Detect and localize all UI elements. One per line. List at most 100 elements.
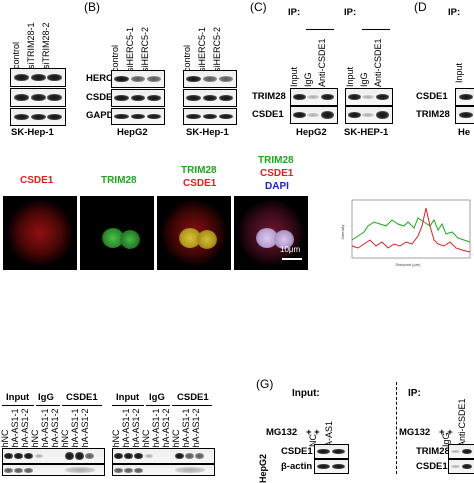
- lane-label: siHERC5-2: [140, 26, 150, 72]
- header-bracket: [62, 405, 102, 406]
- cell-line-label: HepG2: [117, 127, 148, 138]
- header-bracket: [2, 405, 34, 406]
- lane-label: shA-AS1-1: [151, 408, 161, 452]
- blot-strip: [183, 70, 237, 88]
- lane-label: Anti-CSDE1: [317, 38, 327, 87]
- row-label: HERC5: [86, 73, 119, 84]
- intensity-profile-svg: Distance (μm) Intensity: [340, 199, 471, 267]
- blot-strip: [314, 459, 349, 474]
- lane-label: Anti-CSDE1: [373, 38, 383, 87]
- header-csde1: CSDE1: [177, 392, 209, 403]
- header-bracket: [172, 405, 212, 406]
- panel-letter: (G): [256, 377, 274, 391]
- merge-dapi-red: CSDE1: [260, 168, 294, 179]
- blot-strip: [10, 68, 66, 87]
- ip-heading: IP:: [408, 388, 421, 399]
- lane-label: siTRIM28-2: [41, 22, 51, 69]
- header-csde1: CSDE1: [66, 392, 98, 403]
- lane-label: shA-AS1-1: [10, 408, 20, 452]
- panel-letter: (C): [250, 0, 267, 14]
- ip-label: IP:: [448, 7, 461, 18]
- plot-xlabel: Distance (μm): [396, 262, 422, 267]
- mg132-signs: + +: [439, 427, 453, 438]
- micrograph-trim28: [80, 196, 154, 270]
- intensity-profile-plot: Distance (μm) Intensity: [338, 196, 472, 268]
- lane-label: shA-AS1-1: [70, 408, 80, 452]
- blot-strip: [112, 464, 215, 476]
- micrograph-merge-dapi: 10μm: [234, 196, 308, 270]
- row-label: CSDE1: [416, 91, 448, 102]
- blot-strip: [183, 89, 237, 107]
- blot-strip: [345, 88, 393, 106]
- blot-strip: [314, 444, 349, 459]
- lane-label: shA-AS1-1: [181, 408, 191, 452]
- row-label: GAPDH: [86, 110, 121, 121]
- panel-letter: (D: [414, 0, 427, 14]
- lane-label: Input: [345, 66, 355, 87]
- blot-strip: [448, 444, 474, 459]
- lane-label: IgG: [359, 72, 369, 87]
- blot-strip: [290, 106, 338, 124]
- mg132-signs: + +: [306, 427, 320, 438]
- cell-line-label: HepG2: [296, 127, 327, 138]
- blot-strip: [345, 106, 393, 124]
- header-bracket: [146, 405, 170, 406]
- row-label: CSDE1: [416, 461, 448, 472]
- blot-strip: [455, 106, 474, 124]
- merge-title-red: CSDE1: [183, 178, 217, 189]
- micrograph-csde1: [3, 196, 77, 270]
- cell-line-label: HepG2: [258, 453, 268, 483]
- lane-label: control: [110, 44, 120, 72]
- merge-title-green: TRIM28: [181, 165, 217, 176]
- blot-strip: [183, 108, 237, 125]
- lane-label: shA-AS1-2: [80, 408, 90, 452]
- row-label: CSDE1: [281, 446, 313, 457]
- lane-label: siHERC5-1: [197, 26, 207, 72]
- scale-bar: [282, 258, 302, 260]
- header-bracket: [36, 405, 60, 406]
- micrograph-merge: [157, 196, 231, 270]
- lane-label: shA-AS1-1: [40, 408, 50, 452]
- channel-title-red: CSDE1: [20, 175, 54, 186]
- lane-label: control: [182, 44, 192, 72]
- row-label: CSDE1: [252, 109, 284, 120]
- blot-strip: [10, 108, 66, 126]
- plot-ylabel: Intensity: [340, 225, 345, 240]
- lane-label: shA-AS1-2: [20, 408, 30, 452]
- lane-label: shA-AS1-2: [191, 408, 201, 452]
- lane-label: siHERC5-2: [212, 26, 222, 72]
- ip-bracket: [362, 29, 390, 30]
- channel-title-green: TRIM28: [101, 175, 137, 186]
- ip-label: IP:: [344, 7, 357, 18]
- header-bracket: [112, 405, 144, 406]
- cell-line-label: SK-HEP-1: [344, 127, 389, 138]
- lane-label: Anti-CSDE1: [457, 398, 467, 447]
- merge-dapi-blue: DAPI: [265, 181, 289, 192]
- panel-letter: (B): [84, 0, 100, 14]
- header-igg: IgG: [149, 392, 165, 403]
- header-input: Input: [116, 392, 140, 403]
- input-heading: Input:: [292, 388, 320, 399]
- lane-label: Input: [289, 66, 299, 87]
- row-label: TRIM28: [416, 109, 450, 120]
- lane-label: Input: [454, 62, 464, 83]
- lane-label: control: [11, 41, 21, 69]
- lane-label: shA-AS1-2: [50, 408, 60, 452]
- row-label: CSDE1: [86, 92, 118, 103]
- panel-divider: [396, 382, 397, 474]
- lane-label: siTRIM28-1: [26, 22, 36, 69]
- row-label: TRIM28: [416, 446, 450, 457]
- lane-label: IgG: [303, 72, 313, 87]
- blot-strip: [2, 448, 105, 464]
- mg132-label: MG132: [399, 427, 431, 438]
- header-igg: IgG: [38, 392, 54, 403]
- merge-dapi-green: TRIM28: [258, 155, 294, 166]
- blot-strip: [111, 108, 165, 125]
- header-input: Input: [6, 392, 30, 403]
- cell-line-label: He: [458, 127, 471, 138]
- blot-strip: [290, 88, 338, 106]
- blot-strip: [111, 89, 165, 107]
- mg132-label: MG132: [266, 427, 298, 438]
- lane-label: shA-AS1-1: [121, 408, 131, 452]
- row-label: TRIM28: [252, 91, 286, 102]
